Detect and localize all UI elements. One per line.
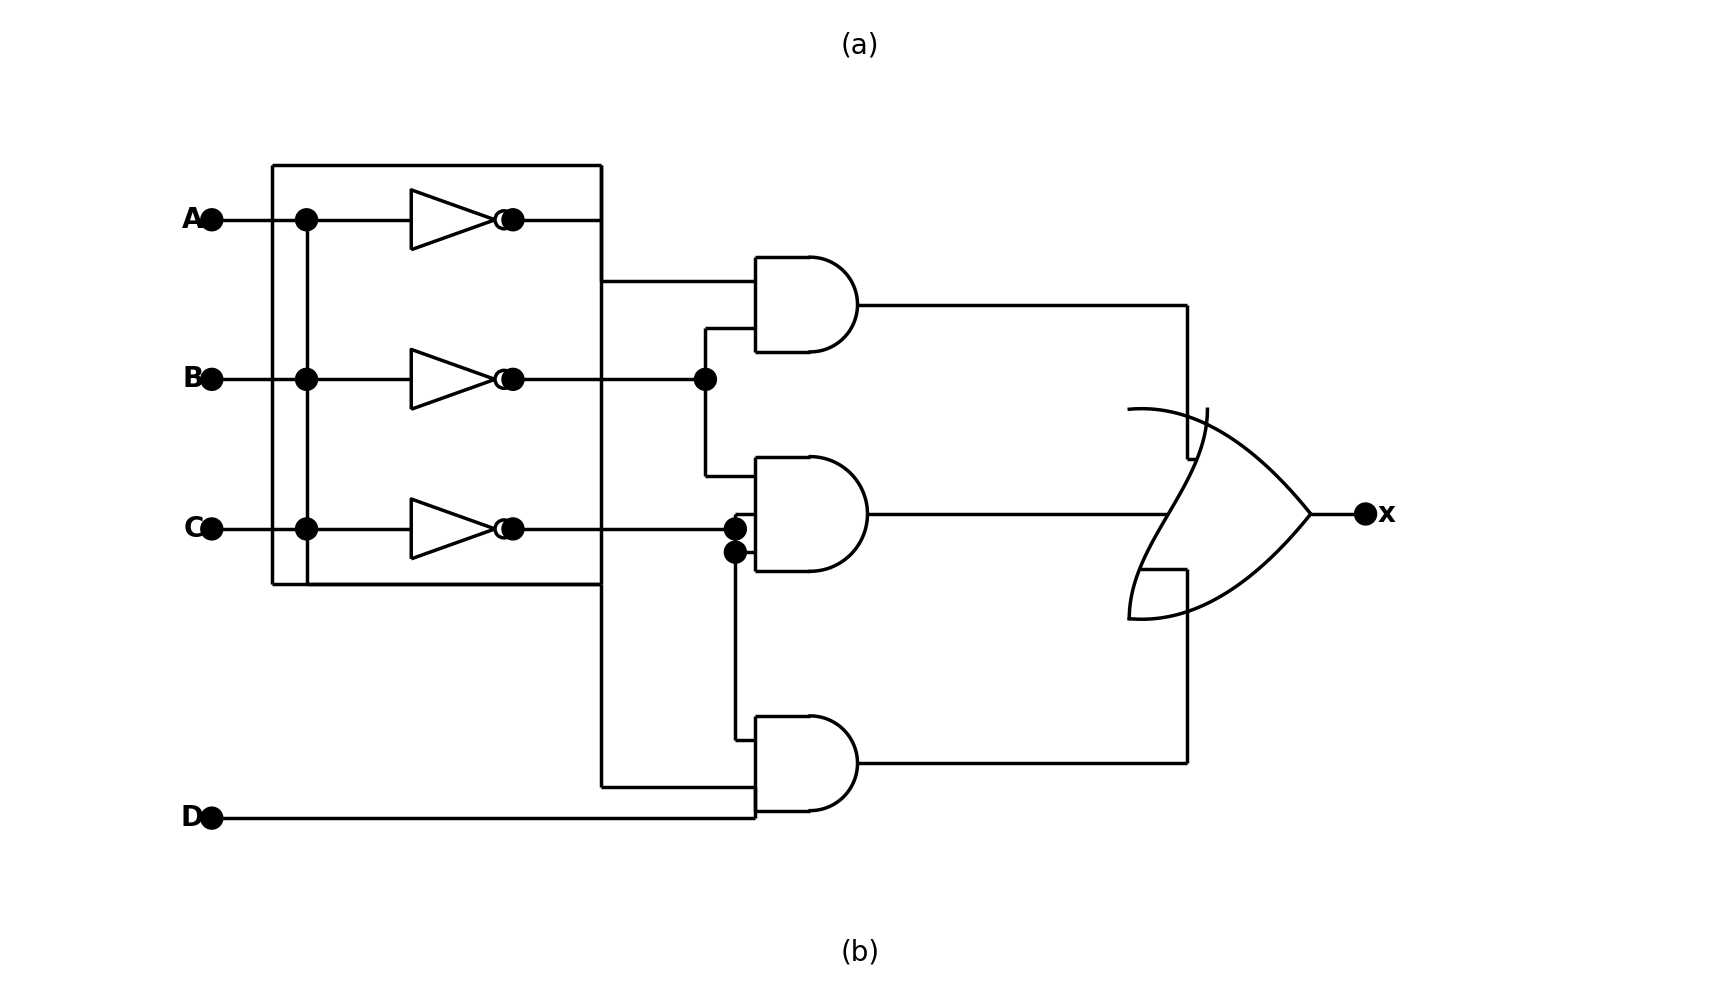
Text: C: C bbox=[184, 514, 205, 542]
Circle shape bbox=[201, 517, 223, 539]
Circle shape bbox=[201, 807, 223, 829]
Circle shape bbox=[201, 369, 223, 391]
Text: x: x bbox=[1377, 500, 1396, 527]
Circle shape bbox=[495, 519, 512, 537]
Text: D: D bbox=[180, 804, 205, 832]
Circle shape bbox=[724, 517, 746, 539]
Text: A: A bbox=[182, 206, 205, 234]
Circle shape bbox=[1355, 502, 1377, 524]
Circle shape bbox=[724, 541, 746, 563]
Circle shape bbox=[502, 517, 524, 539]
Circle shape bbox=[694, 369, 717, 391]
Circle shape bbox=[495, 211, 512, 229]
Circle shape bbox=[296, 369, 318, 391]
Circle shape bbox=[495, 371, 512, 389]
Circle shape bbox=[296, 209, 318, 231]
Circle shape bbox=[502, 209, 524, 231]
Circle shape bbox=[502, 369, 524, 391]
Text: (b): (b) bbox=[841, 939, 880, 967]
Text: (a): (a) bbox=[841, 31, 878, 59]
Text: B: B bbox=[182, 366, 205, 394]
Circle shape bbox=[201, 209, 223, 231]
Circle shape bbox=[296, 517, 318, 539]
